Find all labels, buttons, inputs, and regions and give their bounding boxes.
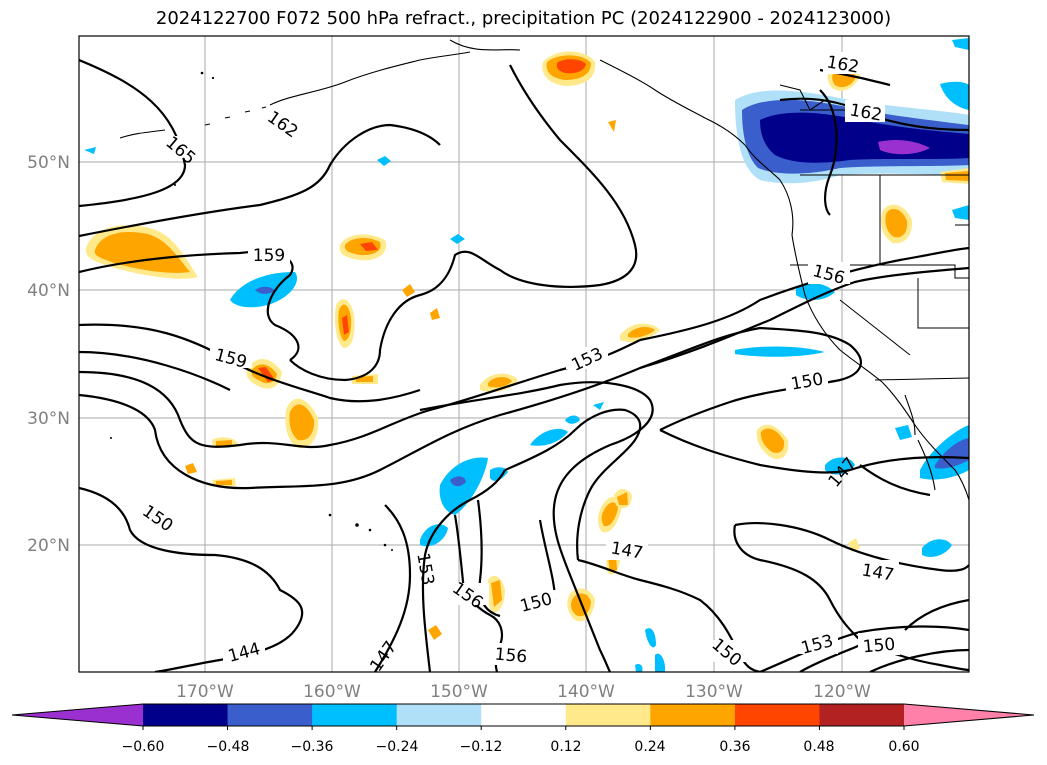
lon-label: 150°W [430, 682, 488, 702]
colorbar-tick-label: −0.48 [207, 739, 250, 755]
colorbar-tick-label: −0.36 [291, 739, 334, 755]
lat-label: 50°N [27, 153, 70, 173]
colorbar-tick-label: −0.12 [460, 739, 503, 755]
colorbar-segment [734, 704, 820, 726]
colorbar-tick-label: −0.24 [376, 739, 419, 755]
colorbar-segment [227, 704, 313, 726]
lat-label: 30°N [27, 409, 70, 429]
colorbar-tick-label: 0.12 [550, 739, 581, 755]
colorbar-extend-low [12, 704, 143, 726]
colorbar-tick-label: 0.36 [719, 739, 750, 755]
lat-label: 40°N [27, 281, 70, 301]
colorbar [11, 703, 1035, 730]
contour-label: 159 [253, 246, 285, 266]
colorbar-segment [819, 704, 905, 726]
colorbar-tick-label: 0.60 [888, 739, 919, 755]
map-frame [78, 35, 970, 673]
islands [110, 71, 393, 551]
colorbar-tick-label: −0.60 [122, 739, 165, 755]
colorbar-segment [481, 704, 567, 726]
refractivity-contours [79, 58, 969, 672]
lon-label: 120°W [813, 682, 871, 702]
colorbar-tick-labels: −0.60 −0.48 −0.36 −0.24 −0.12 0.12 0.24 … [122, 739, 920, 755]
lon-label: 170°W [176, 682, 234, 702]
contour-label: 156 [494, 645, 528, 668]
latitude-labels: 50°N 40°N 30°N 20°N [27, 153, 70, 556]
colorbar-segment [396, 704, 482, 726]
contour-label: 150 [862, 635, 896, 658]
colorbar-segment [650, 704, 736, 726]
borders [790, 174, 969, 381]
colorbar-segment [565, 704, 651, 726]
precip-negative-areas [84, 38, 969, 672]
colorbar-tick-label: 0.48 [803, 739, 834, 755]
lat-label: 20°N [27, 536, 70, 556]
colorbar-segment [143, 704, 229, 726]
longitude-labels: 170°W 160°W 150°W 140°W 130°W 120°W [176, 682, 871, 702]
lon-label: 140°W [557, 682, 615, 702]
colorbar-tick-label: 0.24 [634, 739, 665, 755]
map-title: 2024122700 F072 500 hPa refract., precip… [155, 8, 892, 29]
colorbar-extend-high [904, 704, 1034, 726]
lon-label: 130°W [685, 682, 743, 702]
lon-label: 160°W [303, 682, 361, 702]
colorbar-segment [312, 704, 398, 726]
